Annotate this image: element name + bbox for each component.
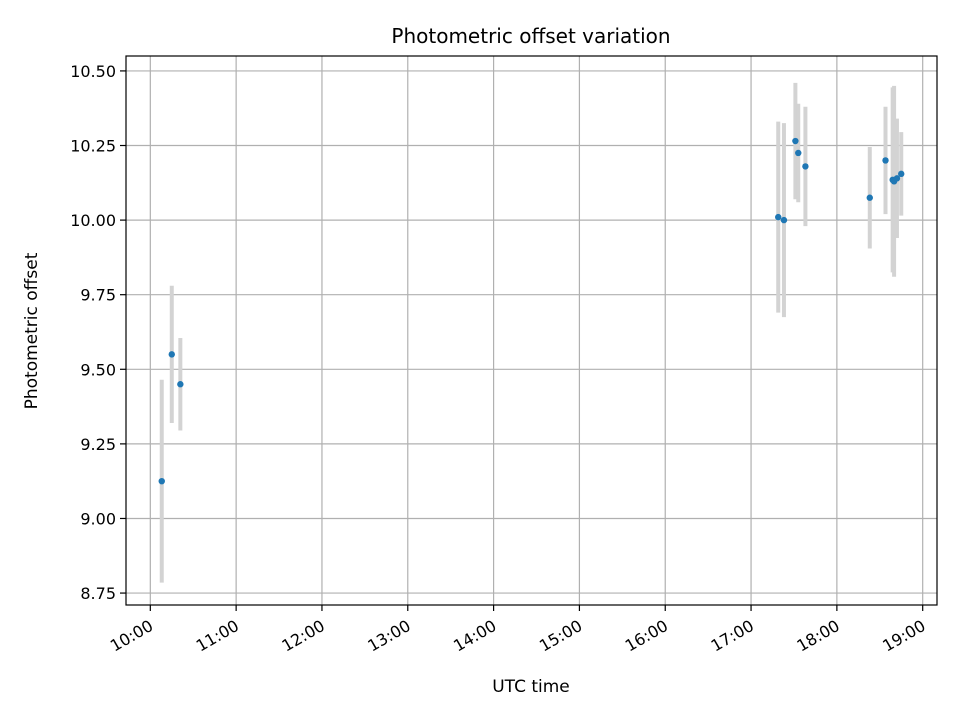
y-tick-label: 10.00 (70, 211, 116, 230)
data-point (795, 149, 802, 157)
data-points (158, 137, 905, 485)
data-point (893, 175, 901, 182)
y-tick-label: 9.75 (80, 286, 116, 305)
data-point (775, 213, 782, 221)
data-point (882, 157, 889, 164)
chart-title: Photometric offset variation (391, 24, 670, 48)
data-point (866, 194, 873, 201)
y-tick-label: 9.25 (80, 435, 116, 454)
y-axis-title: Photometric offset (22, 252, 42, 409)
y-tick-label: 10.25 (70, 137, 116, 156)
y-tick-label: 9.50 (80, 360, 116, 379)
data-point (177, 381, 184, 388)
y-tick-label: 8.75 (80, 584, 116, 603)
x-axis-title: UTC time (492, 677, 570, 697)
grid (126, 56, 937, 605)
data-point (158, 477, 165, 485)
data-point (780, 216, 788, 224)
y-axis-ticks: 8.75 9.00 9.25 9.50 9.75 10.00 10.25 10.50 (70, 62, 126, 603)
plot-frame (125, 55, 938, 606)
data-point (802, 163, 809, 170)
data-point (168, 351, 175, 358)
data-point (898, 170, 905, 178)
y-tick-label: 9.00 (80, 509, 116, 528)
data-point (792, 137, 799, 145)
y-tick-label: 10.50 (70, 62, 116, 81)
